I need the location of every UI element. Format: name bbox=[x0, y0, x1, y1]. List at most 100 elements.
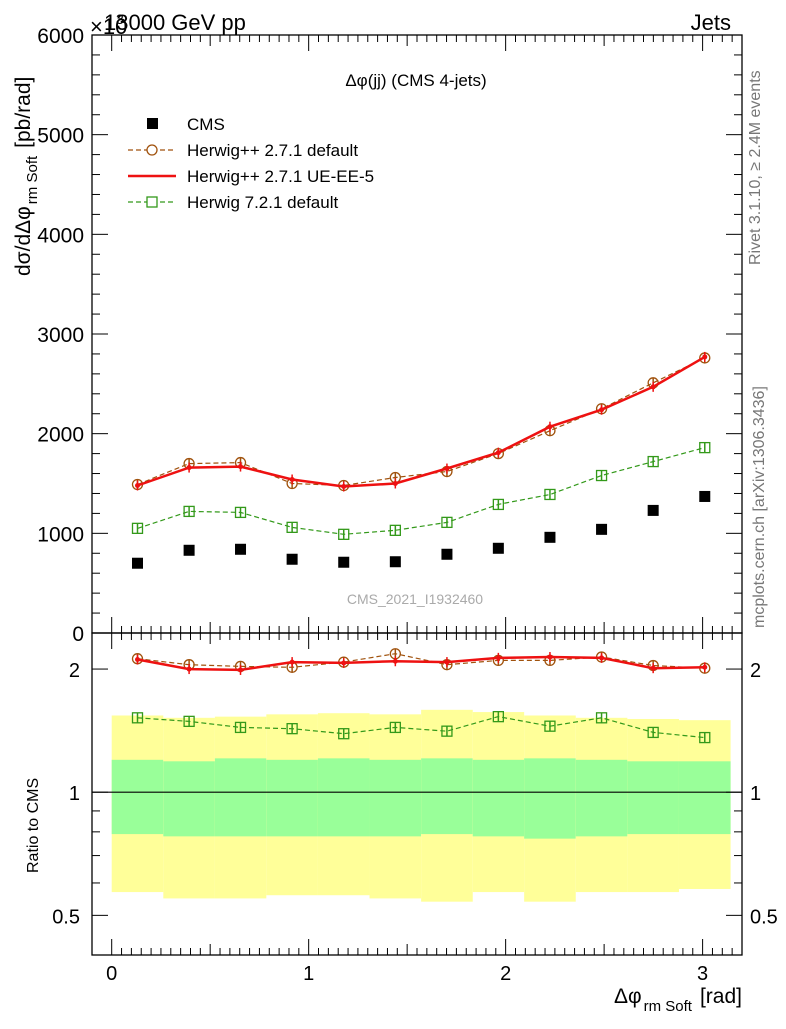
herwig7-marker bbox=[492, 710, 504, 723]
ue-ee5-marker bbox=[495, 450, 501, 456]
herwig7-marker bbox=[699, 731, 711, 744]
band-inner bbox=[317, 758, 370, 837]
herwig7-marker bbox=[286, 723, 298, 735]
xlabel: Δφ rm Soft [rad] bbox=[614, 985, 742, 1015]
herwig7-marker bbox=[389, 721, 401, 734]
header-category: Jets bbox=[691, 10, 731, 35]
y-tick-label: 2000 bbox=[37, 424, 84, 447]
cms-data-point bbox=[389, 556, 401, 568]
herwig7-marker bbox=[492, 498, 504, 511]
ue-ee5-marker bbox=[341, 483, 347, 489]
cms-data-point bbox=[132, 557, 143, 569]
herwig7-marker bbox=[647, 455, 659, 468]
herwig7-marker bbox=[131, 522, 144, 534]
ue-ee5-marker bbox=[392, 481, 398, 486]
cms-data-point bbox=[338, 556, 350, 568]
x-tick-label: 0 bbox=[106, 963, 117, 985]
herwig7-marker bbox=[441, 725, 453, 737]
ue-ee5-marker bbox=[702, 664, 708, 670]
ue-ee5-marker bbox=[289, 659, 295, 665]
cms-data-point bbox=[441, 548, 453, 560]
herwig7-marker bbox=[234, 506, 247, 519]
band-inner bbox=[524, 758, 576, 839]
ratio-y-tick-label: 1 bbox=[69, 783, 80, 805]
band-inner bbox=[575, 759, 628, 837]
ue-ee5-marker bbox=[135, 657, 140, 663]
band-inner bbox=[627, 761, 679, 835]
svg-text:dσ/dΔφrm Soft[pb/rad]: dσ/dΔφrm Soft[pb/rad] bbox=[12, 77, 41, 276]
cms-data-point bbox=[699, 490, 711, 502]
band-inner bbox=[163, 761, 215, 837]
band-inner bbox=[678, 761, 731, 835]
ue-ee5-marker bbox=[186, 666, 192, 672]
herwig7-marker bbox=[131, 712, 144, 724]
ratio-y-tick-label: 0.5 bbox=[52, 906, 80, 928]
series-line bbox=[137, 357, 706, 487]
y-tick-label: 6000 bbox=[37, 25, 84, 48]
ue-ee5-marker bbox=[547, 424, 553, 430]
legend: CMS Herwig++ 2.7.1 default Herwig++ 2.7.1 … bbox=[128, 115, 374, 212]
legend-label: Herwig++ 2.7.1 default bbox=[187, 141, 358, 160]
x-tick-label: 1 bbox=[303, 963, 314, 985]
ue-ee5-marker bbox=[650, 384, 656, 390]
series-line bbox=[137, 715, 705, 739]
ue-ee5-marker bbox=[650, 665, 656, 671]
y-tick-label: 4000 bbox=[37, 224, 84, 247]
ratio-y-tick-label: 2 bbox=[69, 660, 80, 682]
herwig7-marker bbox=[183, 505, 195, 518]
herwig7-marker bbox=[234, 721, 247, 734]
herwig7-marker bbox=[595, 712, 608, 724]
ue-ee5-marker bbox=[238, 464, 244, 470]
band-inner bbox=[214, 758, 267, 837]
ue-ee5-marker bbox=[444, 659, 450, 665]
herwig7-marker bbox=[544, 488, 556, 501]
ue-ee5-marker bbox=[495, 655, 501, 661]
ue-ee5-marker bbox=[238, 667, 244, 673]
ue-ee5-marker bbox=[392, 658, 398, 664]
legend-marker-square bbox=[146, 196, 158, 208]
analysis-watermark: CMS_2021_I1932460 bbox=[347, 591, 483, 607]
herwig7-marker bbox=[647, 726, 659, 739]
herwig7-marker bbox=[286, 521, 298, 534]
series-line bbox=[137, 655, 705, 672]
ue-ee5-marker bbox=[547, 654, 553, 660]
herwig7-marker bbox=[389, 524, 401, 536]
band-inner bbox=[421, 758, 473, 835]
legend-marker-circle bbox=[146, 144, 158, 156]
series-line bbox=[137, 447, 705, 535]
herwig7-marker bbox=[338, 528, 350, 540]
herwig7-marker bbox=[183, 715, 195, 728]
ue-ee5-marker bbox=[135, 482, 140, 488]
legend-label: Herwig++ 2.7.1 UE-EE-5 bbox=[187, 167, 374, 186]
cms-data-point bbox=[183, 544, 195, 556]
svg-text:Δφrm Soft[rad]: Δφ rm Soft [rad] bbox=[614, 985, 742, 1015]
band-inner bbox=[111, 759, 164, 835]
y-tick-label: 0 bbox=[72, 623, 84, 646]
y-tick-label: 1000 bbox=[37, 523, 84, 546]
ratio-ylabel: Ratio to CMS bbox=[25, 778, 42, 873]
herwig7-marker bbox=[699, 441, 711, 454]
cms-data-point bbox=[647, 504, 659, 516]
x-tick-label: 2 bbox=[500, 963, 511, 985]
legend-marker-cms bbox=[147, 118, 158, 129]
main-ylabel: dσ/dΔφrm Soft[pb/rad] bbox=[12, 77, 41, 276]
rivet-version: Rivet 3.1.10, ≥ 2.4M events bbox=[747, 70, 764, 265]
ue-ee5-marker bbox=[341, 660, 347, 666]
ratio-y-tick-label: 0.5 bbox=[750, 906, 778, 928]
ratio-y-tick-label: 2 bbox=[750, 660, 761, 682]
herwig7-marker bbox=[441, 516, 453, 529]
ratio-y-tick-label: 1 bbox=[750, 783, 761, 805]
ue-ee5-marker bbox=[186, 465, 192, 471]
cms-data-point bbox=[286, 553, 298, 565]
ue-ee5-marker bbox=[702, 354, 708, 360]
legend-label: CMS bbox=[187, 115, 225, 134]
band-inner bbox=[472, 759, 525, 837]
header-process: 13000 GeV pp bbox=[104, 10, 246, 35]
y-tick-label: 5000 bbox=[37, 125, 84, 148]
cms-data-point bbox=[544, 531, 556, 543]
ue-ee5-marker bbox=[599, 407, 605, 413]
cms-data-point bbox=[596, 523, 608, 535]
band-inner bbox=[266, 759, 318, 837]
cms-data-point bbox=[235, 543, 247, 555]
